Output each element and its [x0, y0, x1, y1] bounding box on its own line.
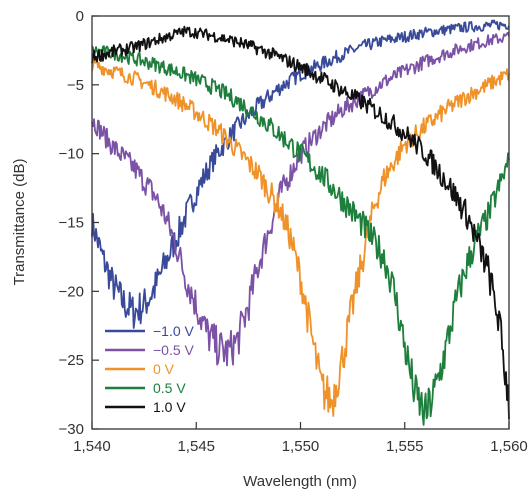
y-tick-label: −15	[59, 215, 84, 232]
y-tick-label: −25	[59, 352, 84, 369]
legend-label: 0 V	[153, 361, 175, 377]
x-tick-label: 1,540	[73, 438, 111, 455]
legend-label: 1.0 V	[153, 399, 186, 415]
series-line-0	[91, 19, 510, 329]
y-tick-label: −20	[59, 283, 84, 300]
series-layer	[91, 19, 510, 426]
x-tick-label: 1,560	[490, 438, 528, 455]
y-tick-label: −30	[59, 421, 84, 438]
y-axis-title: Transmittance (dB)	[11, 159, 28, 286]
x-tick-label: 1,545	[177, 438, 215, 455]
x-tick-label: 1,550	[282, 438, 320, 455]
y-tick-label: 0	[76, 8, 84, 25]
series-line-3	[91, 45, 510, 426]
legend-label: 0.5 V	[153, 380, 186, 396]
legend-label: −1.0 V	[153, 323, 195, 339]
x-tick-label: 1,555	[386, 438, 424, 455]
series-line-4	[91, 25, 510, 420]
x-axis-title: Wavelength (nm)	[243, 473, 357, 490]
y-tick-label: −10	[59, 146, 84, 163]
legend-label: −0.5 V	[153, 342, 195, 358]
series-line-2	[91, 57, 510, 417]
tick-layer: 1,540 1,545 1,550 1,555 1,560 0 −5 −10 −15 −20 −25…	[59, 8, 528, 455]
y-tick-label: −5	[67, 77, 84, 94]
legend: −1.0 V −0.5 V 0 V 0.5 V 1.0 V	[105, 323, 195, 415]
